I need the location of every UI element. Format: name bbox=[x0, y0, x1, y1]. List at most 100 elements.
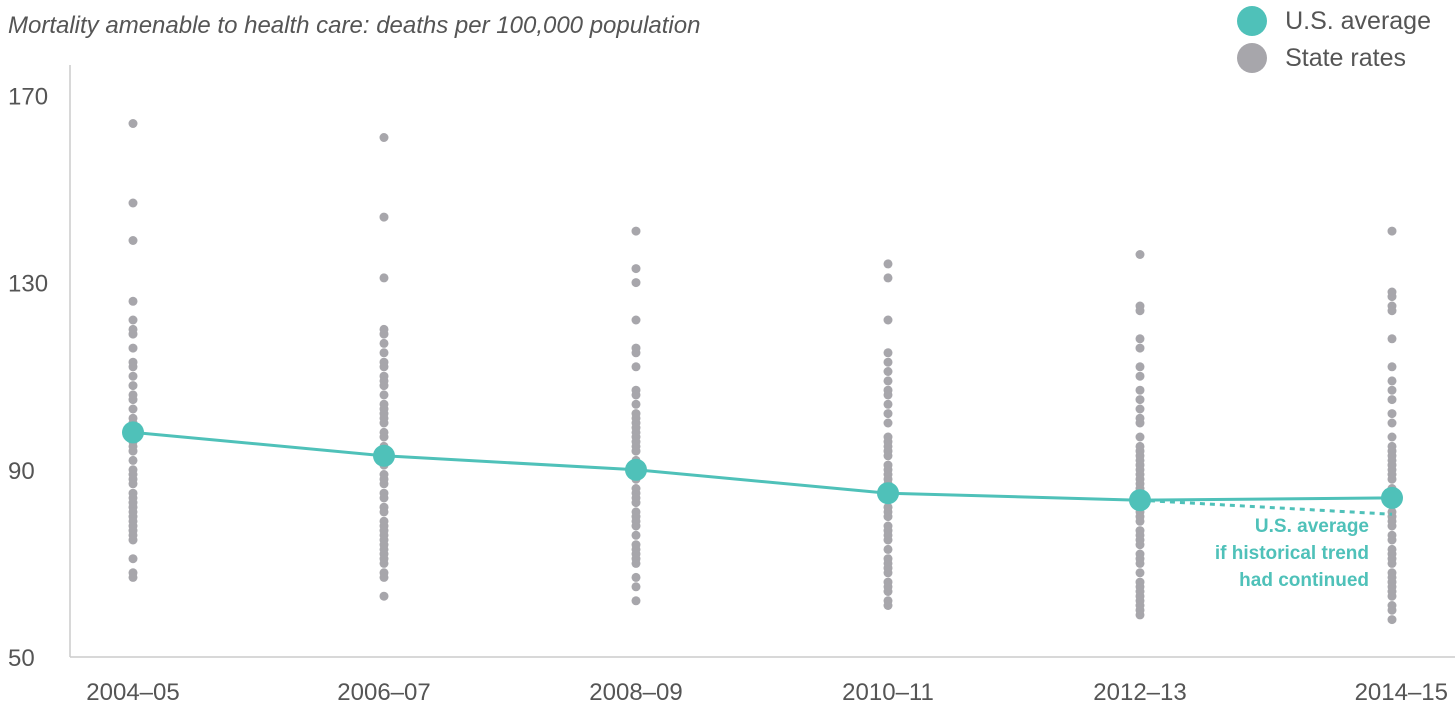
state-rate-point bbox=[1387, 306, 1397, 316]
state-rate-point bbox=[128, 381, 138, 391]
state-rate-point bbox=[128, 329, 138, 339]
state-rate-point bbox=[1387, 226, 1397, 236]
annotation-line-2: if historical trend bbox=[1214, 543, 1369, 564]
state-rate-points bbox=[128, 119, 1397, 625]
state-rate-point bbox=[379, 338, 389, 348]
state-rate-point bbox=[1387, 432, 1397, 442]
state-rate-point bbox=[1135, 362, 1145, 372]
state-rate-point bbox=[1135, 395, 1145, 405]
state-rate-point bbox=[1135, 306, 1145, 316]
x-tick-label: 2012–13 bbox=[1093, 679, 1186, 706]
x-tick-label: 2006–07 bbox=[337, 679, 430, 706]
state-rate-point bbox=[1387, 395, 1397, 405]
state-rate-point bbox=[631, 348, 641, 358]
state-rate-point bbox=[631, 315, 641, 325]
state-rate-point bbox=[1387, 334, 1397, 344]
trend-segment bbox=[1139, 498, 1393, 516]
state-rate-point bbox=[883, 544, 893, 554]
state-rate-point bbox=[631, 558, 641, 568]
state-rate-point bbox=[631, 446, 641, 456]
chart-subtitle: Mortality amenable to health care: death… bbox=[8, 12, 701, 39]
state-rate-point bbox=[128, 404, 138, 414]
state-rate-point bbox=[379, 418, 389, 428]
state-rate-point bbox=[883, 568, 893, 578]
y-tick-label: 50 bbox=[8, 645, 35, 672]
state-rate-point bbox=[1387, 385, 1397, 395]
state-rate-point bbox=[1387, 418, 1397, 428]
state-rate-point bbox=[883, 367, 893, 376]
state-rate-point bbox=[883, 315, 893, 325]
state-rate-point bbox=[1135, 568, 1145, 578]
state-rate-point bbox=[631, 596, 641, 606]
legend-item-state-rates: State rates bbox=[1237, 43, 1431, 73]
state-rate-point bbox=[379, 390, 389, 400]
state-rate-point bbox=[379, 572, 389, 582]
state-rate-point bbox=[1387, 535, 1397, 545]
state-rate-point bbox=[379, 381, 389, 391]
us-average-points bbox=[122, 421, 1403, 512]
annotation-line-1: U.S. average bbox=[1254, 516, 1369, 537]
state-rate-point bbox=[128, 479, 138, 489]
y-tick-label: 90 bbox=[8, 458, 35, 485]
state-rate-point bbox=[1135, 432, 1145, 442]
state-rate-point bbox=[1387, 474, 1397, 484]
state-rate-point bbox=[883, 601, 893, 610]
us-average-point bbox=[1129, 489, 1151, 512]
state-rate-point bbox=[128, 455, 138, 465]
state-rate-point bbox=[883, 357, 893, 367]
state-rate-point bbox=[379, 329, 389, 339]
state-rate-point bbox=[883, 512, 893, 522]
state-rate-point bbox=[1135, 334, 1145, 344]
state-rate-point bbox=[379, 212, 389, 222]
state-rate-point bbox=[883, 587, 893, 596]
state-rate-point bbox=[1135, 371, 1145, 381]
state-rate-point bbox=[1135, 540, 1145, 550]
us-average-point bbox=[625, 458, 647, 481]
us-average-line bbox=[132, 430, 1393, 502]
state-rate-point bbox=[631, 582, 641, 592]
state-rate-point bbox=[631, 278, 641, 288]
legend-item-us-average: U.S. average bbox=[1237, 6, 1431, 36]
state-rate-point bbox=[631, 572, 641, 582]
state-rate-point bbox=[379, 432, 389, 442]
state-rate-point bbox=[128, 343, 138, 353]
state-rate-point bbox=[883, 418, 893, 428]
state-rate-point bbox=[1135, 250, 1145, 259]
state-rate-point bbox=[631, 390, 641, 400]
state-rate-point bbox=[1387, 521, 1397, 531]
state-rate-point bbox=[1387, 292, 1397, 302]
state-rate-point bbox=[379, 493, 389, 503]
state-rate-point bbox=[631, 399, 641, 409]
legend-swatch-us-average bbox=[1237, 6, 1268, 36]
state-rate-point bbox=[883, 535, 893, 545]
state-rate-point bbox=[883, 399, 893, 409]
state-rate-point bbox=[1387, 615, 1397, 625]
x-axis-ticks: 2004–05 2006–07 2008–09 2010–11 2012–13 2014–… bbox=[86, 679, 1448, 706]
state-rate-point bbox=[128, 296, 138, 306]
state-rate-point bbox=[1135, 418, 1145, 428]
x-tick-label: 2014–15 bbox=[1355, 679, 1448, 706]
state-rate-point bbox=[379, 479, 389, 489]
legend: U.S. average State rates bbox=[1237, 6, 1431, 80]
legend-swatch-state-rates bbox=[1237, 43, 1268, 73]
us-average-point bbox=[373, 444, 395, 467]
state-rate-point bbox=[1135, 516, 1145, 526]
state-rate-point bbox=[883, 409, 893, 419]
state-rate-point bbox=[379, 133, 389, 142]
state-rate-point bbox=[1135, 558, 1145, 568]
state-rate-point bbox=[883, 451, 893, 461]
us-average-point bbox=[1381, 486, 1403, 509]
state-rate-point bbox=[1135, 610, 1145, 620]
state-rate-point bbox=[883, 376, 893, 386]
y-tick-label: 170 bbox=[8, 83, 48, 110]
state-rate-point bbox=[883, 390, 893, 400]
state-rate-point bbox=[1135, 404, 1145, 414]
state-rate-point bbox=[1387, 376, 1397, 386]
state-rate-point bbox=[631, 521, 641, 531]
state-rate-point bbox=[1387, 605, 1397, 615]
state-rate-point bbox=[1387, 409, 1397, 419]
state-rate-point bbox=[631, 362, 641, 372]
y-axis-ticks: 170 130 90 50 bbox=[8, 83, 48, 672]
state-rate-point bbox=[128, 446, 138, 456]
state-rate-point bbox=[128, 572, 138, 582]
